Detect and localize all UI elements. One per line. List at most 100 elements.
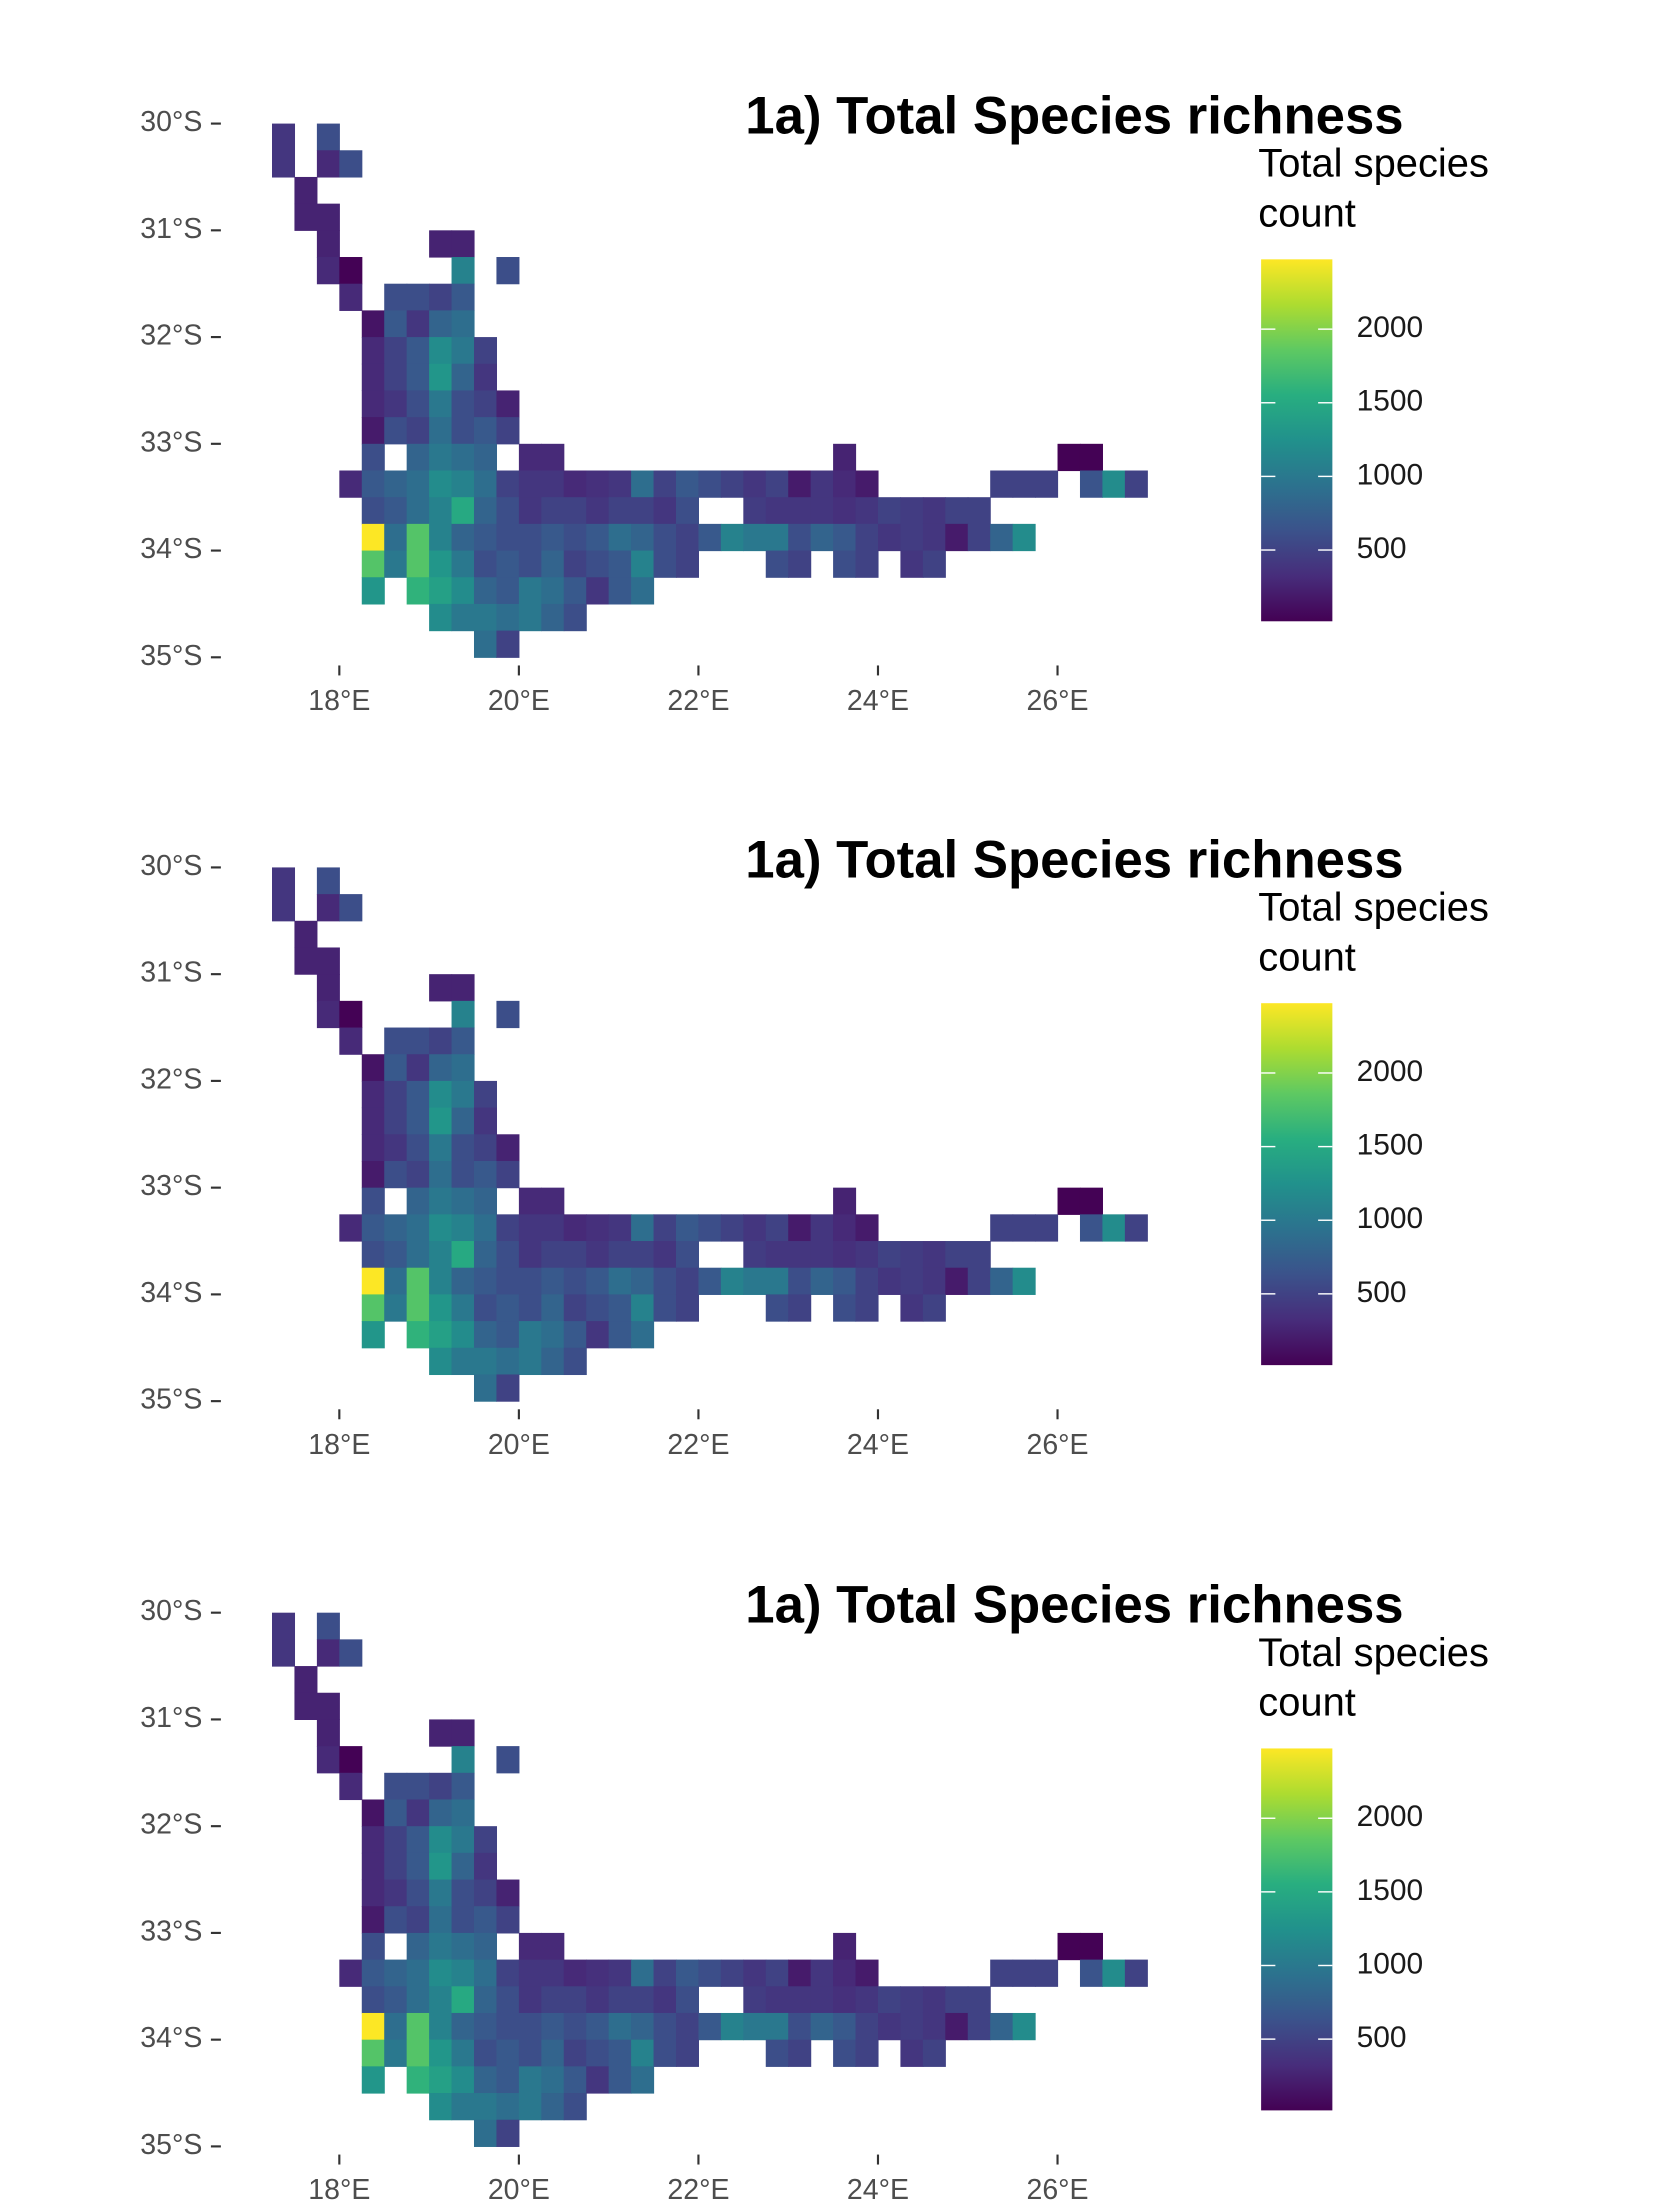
grid-cell	[833, 1959, 857, 1987]
grid-cell	[451, 497, 475, 525]
grid-cell	[563, 603, 587, 632]
grid-cell	[877, 497, 901, 525]
grid-cell	[496, 2119, 520, 2147]
grid-cell	[1102, 1959, 1126, 1987]
grid-cell	[945, 1986, 969, 2014]
grid-cell	[316, 867, 340, 895]
grid-cell	[1057, 443, 1081, 472]
grid-cell	[563, 1214, 587, 1242]
grid-cell	[429, 2066, 453, 2094]
grid-cell	[271, 1612, 296, 1640]
x-tick-label: 26°E	[1026, 685, 1088, 717]
grid-cell	[406, 523, 430, 552]
grid-cell	[608, 577, 632, 605]
grid-cell	[384, 417, 408, 445]
grid-cell	[339, 1000, 363, 1029]
x-tick-label: 24°E	[847, 1429, 909, 1461]
y-tick-label: 34°S	[140, 1277, 202, 1309]
grid-cell	[900, 1241, 924, 1269]
grid-cell	[406, 1160, 430, 1189]
colorbar	[1261, 259, 1333, 622]
grid-cell	[541, 2093, 565, 2121]
grid-cell	[675, 1959, 700, 1987]
grid-cell	[384, 1772, 408, 1801]
legend-title-box: Total species count	[1258, 1630, 1489, 1724]
grid-cell	[361, 1107, 385, 1135]
grid-cell	[675, 470, 700, 498]
grid-cell	[541, 2039, 565, 2067]
grid-cell	[451, 523, 475, 552]
grid-cell	[361, 1986, 385, 2014]
grid-cell	[384, 1027, 408, 1055]
grid-cell	[429, 2093, 453, 2121]
grid-cell	[990, 523, 1014, 552]
grid-cell	[473, 1932, 498, 1961]
grid-cell	[967, 1986, 991, 2014]
grid-cell	[833, 443, 857, 472]
y-tick-label: 32°S	[140, 1809, 202, 1841]
grid-cell	[967, 523, 991, 552]
grid-cell	[429, 1852, 453, 1881]
grid-cell	[361, 470, 385, 498]
grid-cell	[563, 1267, 587, 1295]
grid-cell	[496, 550, 520, 578]
grid-cell	[473, 2039, 498, 2067]
grid-cell	[1124, 470, 1148, 498]
grid-cell	[429, 1054, 453, 1082]
grid-cell	[922, 1986, 946, 2014]
grid-cell	[473, 1959, 498, 1987]
grid-cell	[608, 523, 632, 552]
grid-cell	[563, 497, 587, 525]
grid-cell	[294, 920, 318, 949]
grid-cell	[429, 1826, 453, 1854]
grid-cell	[361, 1187, 385, 1215]
grid-cell	[384, 1134, 408, 1162]
grid-cell	[541, 1986, 565, 2014]
grid-cell	[631, 2039, 655, 2067]
grid-cell	[406, 1772, 430, 1801]
grid-cell	[967, 2012, 991, 2041]
x-tick-label: 22°E	[667, 1429, 729, 1461]
grid-cell	[855, 1986, 879, 2014]
grid-cell	[788, 2012, 812, 2041]
grid-cell	[810, 470, 834, 498]
grid-cell	[294, 203, 318, 231]
grid-cell	[608, 1214, 632, 1242]
grid-cell	[361, 390, 385, 418]
grid-cell	[316, 123, 340, 151]
grid-cell	[765, 550, 789, 578]
y-tick-label: 34°S	[140, 533, 202, 565]
grid-cell	[473, 1107, 498, 1135]
grid-cell	[563, 2039, 587, 2067]
grid-cell	[608, 1267, 632, 1295]
grid-cell	[361, 2039, 385, 2067]
grid-cell	[833, 1187, 857, 1215]
grid-cell	[496, 470, 520, 498]
grid-cell	[361, 337, 385, 365]
x-tick-label: 24°E	[847, 2174, 909, 2206]
grid-cell	[788, 1294, 812, 1322]
grid-cell	[406, 337, 430, 365]
grid-cell	[316, 1612, 340, 1640]
grid-cell	[473, 470, 498, 498]
grid-cell	[922, 2012, 946, 2041]
grid-cell	[518, 1986, 542, 2014]
grid-cell	[675, 497, 700, 525]
grid-cell	[451, 1906, 475, 1934]
grid-cell	[541, 2012, 565, 2041]
grid-cell	[496, 1374, 520, 1402]
grid-cell	[1079, 1932, 1103, 1961]
grid-cell	[384, 2012, 408, 2041]
grid-cell	[586, 1986, 610, 2014]
grid-cell	[720, 1214, 744, 1242]
grid-cell	[384, 310, 408, 338]
grid-cell	[361, 2012, 385, 2041]
grid-cell	[765, 1241, 789, 1269]
grid-cell	[473, 1080, 498, 1109]
grid-cell	[922, 2039, 946, 2067]
grid-cell	[653, 497, 677, 525]
grid-cell	[384, 1160, 408, 1189]
grid-cell	[855, 1959, 879, 1987]
grid-cell	[698, 470, 722, 498]
